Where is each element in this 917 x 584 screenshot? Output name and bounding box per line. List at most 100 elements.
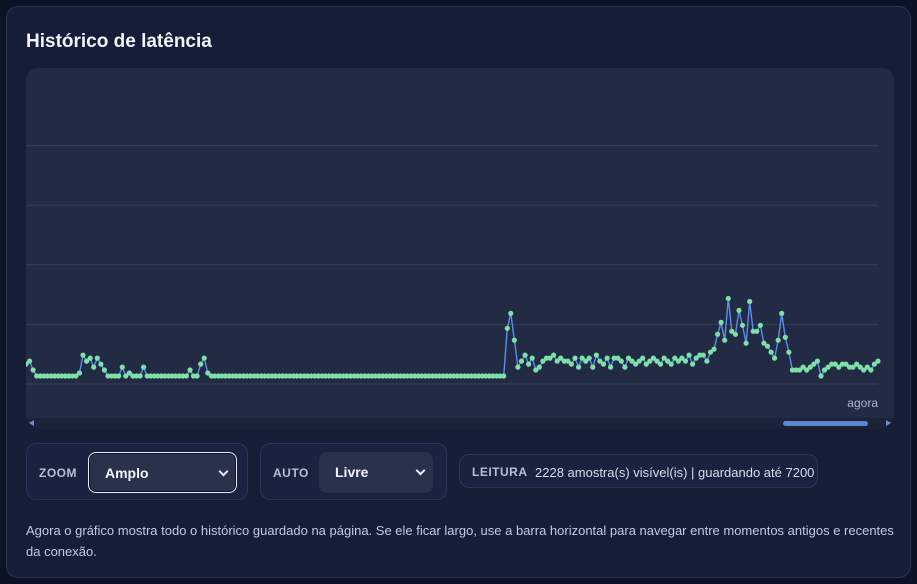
- data-point: [747, 298, 753, 305]
- data-point: [305, 373, 311, 379]
- data-point: [112, 373, 118, 379]
- data-point: [98, 361, 104, 367]
- data-point: [633, 361, 639, 367]
- data-point: [608, 364, 614, 370]
- data-point: [294, 373, 300, 379]
- reading-value: 2228 amostra(s) visível(is) | guardando …: [535, 465, 815, 480]
- data-point: [101, 367, 107, 373]
- auto-control: AUTO Livre: [260, 443, 447, 500]
- data-point: [789, 367, 796, 373]
- data-point: [255, 373, 261, 379]
- data-point: [436, 373, 443, 379]
- data-point: [761, 340, 767, 346]
- data-point: [119, 364, 125, 370]
- data-point: [779, 310, 785, 316]
- data-point: [87, 355, 93, 361]
- data-point: [486, 373, 492, 379]
- data-point: [116, 373, 122, 379]
- data-point: [618, 358, 624, 364]
- data-point: [647, 358, 653, 364]
- data-point: [166, 373, 172, 379]
- data-point: [561, 358, 567, 364]
- data-point: [105, 373, 111, 379]
- auto-select-value: Livre: [335, 464, 369, 480]
- reading-label: LEITURA: [472, 465, 528, 479]
- data-point: [440, 373, 446, 379]
- data-point: [775, 337, 781, 343]
- data-point: [576, 364, 582, 370]
- data-point: [133, 373, 140, 379]
- latency-history-panel: Histórico de latência agora ZOOM Amplo A…: [6, 6, 911, 578]
- data-point: [797, 367, 803, 373]
- data-point: [183, 373, 189, 379]
- zoom-select-value: Amplo: [105, 465, 149, 481]
- zoom-label: ZOOM: [39, 466, 77, 480]
- data-point: [358, 373, 364, 379]
- data-point: [804, 367, 810, 373]
- auto-select[interactable]: Livre: [319, 452, 433, 493]
- data-point: [871, 361, 878, 367]
- data-point: [283, 373, 289, 379]
- data-point: [84, 358, 90, 364]
- data-point: [722, 337, 728, 343]
- data-point: [565, 358, 571, 364]
- data-point: [800, 364, 806, 370]
- data-point: [151, 373, 157, 379]
- data-point: [215, 373, 222, 379]
- data-point: [465, 373, 471, 379]
- scrollbar-thumb[interactable]: [783, 421, 868, 426]
- scroll-left-arrow-icon[interactable]: [29, 420, 34, 426]
- data-point: [155, 373, 161, 379]
- data-point: [818, 373, 824, 379]
- data-point: [365, 373, 371, 379]
- data-point: [536, 364, 542, 370]
- data-point: [205, 370, 211, 376]
- data-point: [173, 373, 179, 379]
- data-point: [272, 373, 279, 379]
- data-point: [754, 328, 760, 334]
- data-point: [764, 343, 771, 349]
- data-point: [636, 358, 642, 364]
- scroll-right-arrow-icon[interactable]: [886, 420, 891, 426]
- data-point: [419, 373, 425, 379]
- data-point: [94, 355, 100, 361]
- data-point: [326, 373, 332, 379]
- data-point: [850, 364, 856, 370]
- data-point: [593, 352, 600, 358]
- data-point: [408, 373, 414, 379]
- data-point: [387, 373, 393, 379]
- data-point: [126, 370, 132, 376]
- data-point: [668, 361, 674, 367]
- data-point: [772, 355, 778, 361]
- zoom-select[interactable]: Amplo: [88, 452, 237, 493]
- data-point: [700, 352, 706, 358]
- data-point: [547, 355, 553, 361]
- data-point: [347, 373, 353, 379]
- data-point: [782, 334, 788, 340]
- data-point: [739, 322, 746, 328]
- data-point: [686, 352, 692, 358]
- data-point: [276, 373, 282, 379]
- data-point: [622, 364, 628, 370]
- data-point: [590, 364, 596, 370]
- data-point: [397, 373, 403, 379]
- data-point: [650, 355, 657, 361]
- data-point: [497, 373, 503, 379]
- data-point: [832, 361, 838, 367]
- data-point: [91, 364, 97, 370]
- data-point: [526, 361, 532, 367]
- data-point: [725, 295, 731, 302]
- data-point: [857, 364, 863, 370]
- data-point: [843, 361, 849, 367]
- data-point: [458, 373, 464, 379]
- data-point: [518, 358, 525, 364]
- data-point: [508, 310, 514, 316]
- data-point: [704, 358, 710, 364]
- data-point: [814, 358, 821, 364]
- data-point: [572, 355, 578, 361]
- data-point: [825, 364, 831, 370]
- help-text: Agora o gráfico mostra todo o histórico …: [26, 523, 894, 559]
- reading-status: LEITURA 2228 amostra(s) visível(is) | gu…: [459, 454, 818, 488]
- chart-horizontal-scrollbar[interactable]: [26, 418, 894, 429]
- data-point: [490, 373, 496, 379]
